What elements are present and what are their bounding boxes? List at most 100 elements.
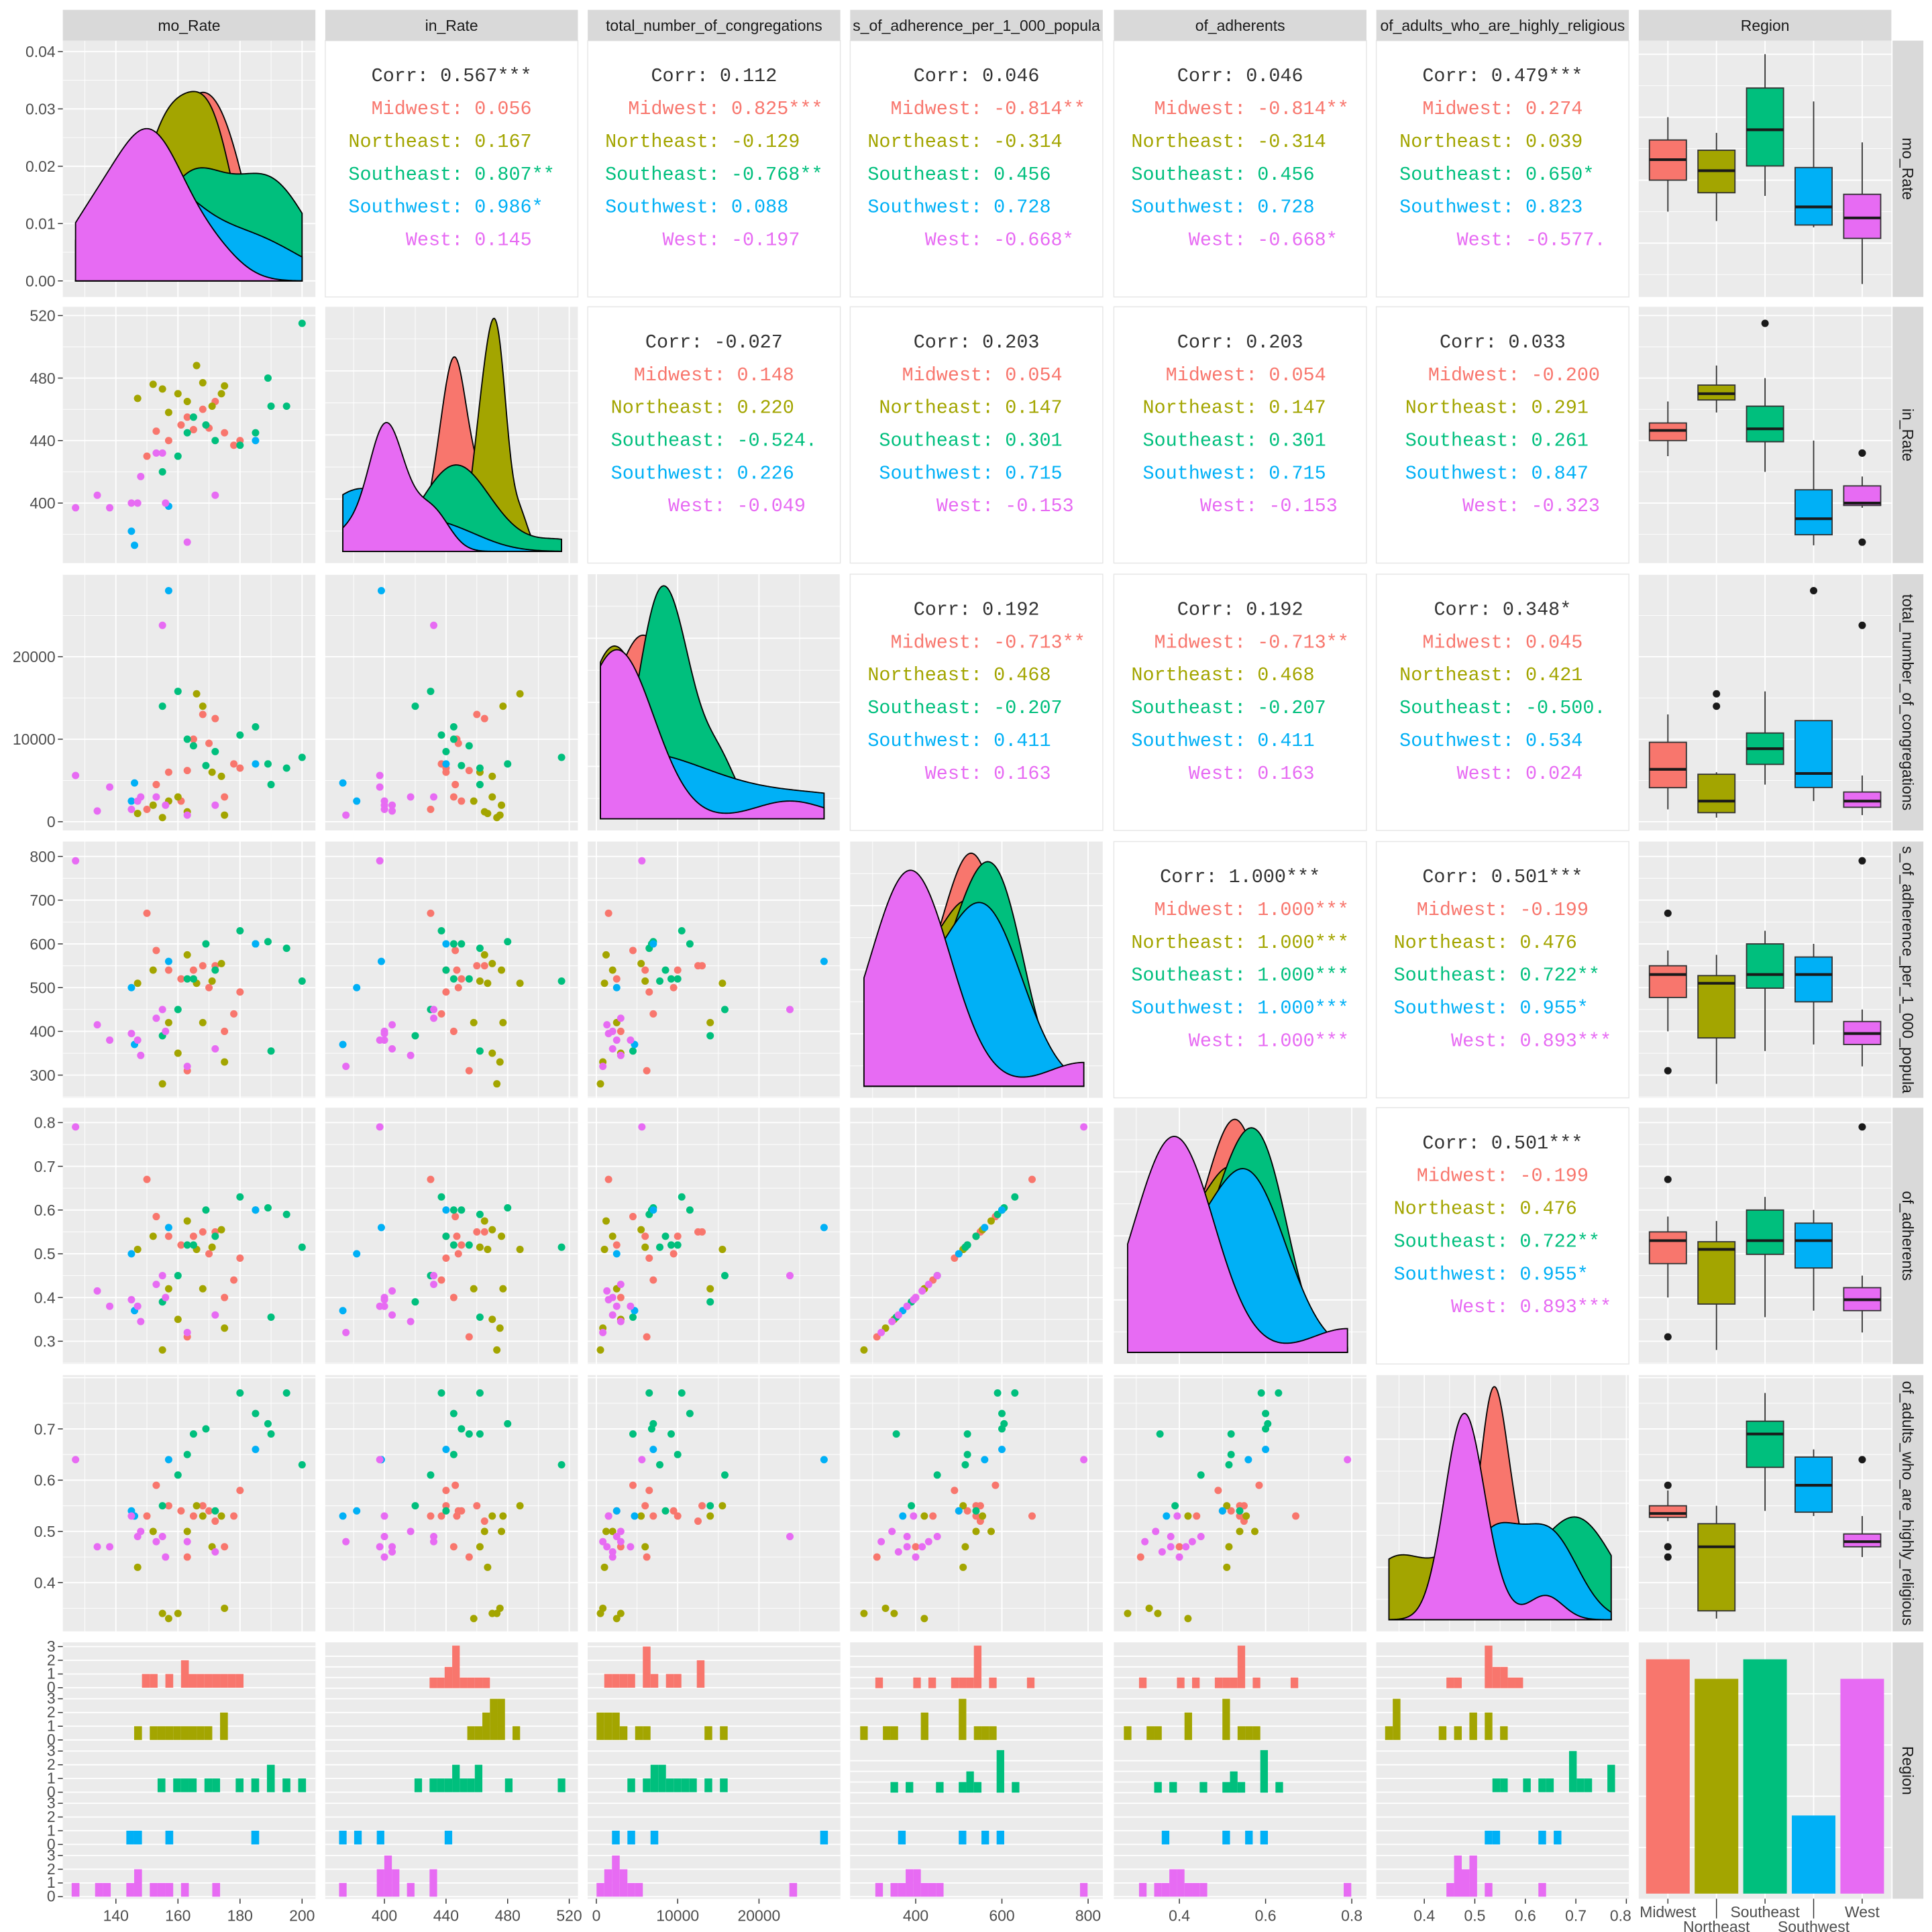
histogram-bar-southeast	[966, 1771, 974, 1793]
scatter-point-midwest	[649, 1276, 657, 1284]
boxplot-box-northeast	[1697, 1241, 1736, 1305]
boxplot-box-midwest	[1648, 1231, 1687, 1265]
histogram-bar-midwest	[197, 1674, 205, 1688]
correlation-west: West: -0.668*	[925, 229, 1074, 252]
scatter-point-northeast	[164, 409, 172, 417]
histogram-bar-southeast	[298, 1778, 307, 1792]
scatter-point-southeast	[449, 1409, 458, 1417]
histogram-bar-midwest	[1026, 1677, 1035, 1688]
scatter-point-southeast	[933, 1471, 941, 1479]
histogram-facet-panel	[325, 1851, 578, 1899]
correlation-midwest: Midwest: 0.274	[1422, 98, 1582, 120]
scatter-point-midwest	[641, 966, 649, 974]
scatter-point-midwest	[465, 767, 473, 775]
y-tick-label: 440	[30, 432, 55, 449]
correlation-northeast: Northeast: 0.147	[879, 397, 1062, 419]
scatter-point-midwest	[649, 1010, 657, 1018]
column-strip-label: of_adults_who_are_highly_religious	[1381, 17, 1625, 34]
scatter-point-west	[376, 1456, 384, 1464]
scatter-point-west	[888, 1318, 896, 1326]
scatter-point-northeast	[133, 394, 142, 402]
scatter-point-northeast	[920, 1512, 928, 1520]
scatter-point-southwest	[649, 940, 657, 948]
scatter-point-west	[72, 504, 80, 512]
scatter-point-midwest	[437, 1010, 445, 1018]
y-tick-label: 0.04	[25, 43, 56, 60]
scatter-point-midwest	[629, 947, 637, 955]
histogram-bar-northeast	[1485, 1712, 1493, 1740]
column-strip	[1638, 9, 1892, 41]
scatter-point-southeast	[678, 1193, 686, 1201]
scatter-point-midwest	[674, 1232, 682, 1240]
scatter-point-midwest	[183, 1553, 191, 1561]
scatter-point-southeast	[442, 1232, 450, 1240]
histogram-bar-northeast	[604, 1712, 612, 1740]
scatter-point-southwest	[442, 760, 450, 768]
y-tick-label: 3	[47, 1846, 56, 1864]
scatter-point-northeast	[961, 1543, 969, 1551]
y-tick-label: 0.4	[34, 1289, 56, 1306]
histogram-bar-southwest	[1222, 1831, 1230, 1845]
histogram-bar-northeast	[720, 1726, 728, 1740]
scatter-point-midwest	[183, 413, 191, 421]
correlation-overall: Corr: 0.501***	[1422, 1132, 1582, 1155]
correlation-west: West: -0.153	[1200, 495, 1338, 517]
scatter-point-northeast	[599, 1604, 607, 1612]
correlation-west: West: -0.668*	[1189, 229, 1338, 252]
x-tick-label: 480	[495, 1907, 521, 1924]
scatter-point-west	[93, 807, 101, 815]
row-strip	[1892, 574, 1924, 830]
scatter-point-west	[638, 1123, 646, 1131]
histogram-bar-midwest	[604, 1674, 612, 1688]
histogram-bar-west	[913, 1869, 921, 1897]
x-tick-label: 400	[372, 1907, 397, 1924]
histogram-bar-southeast	[437, 1778, 445, 1792]
histogram-bar-southeast	[650, 1764, 659, 1792]
correlation-southwest: Southwest: 0.823	[1399, 197, 1582, 219]
histogram-bar-west	[920, 1882, 928, 1897]
scatter-point-southwest	[252, 940, 260, 948]
scatter-point-northeast	[158, 1080, 166, 1088]
scatter-point-southwest	[252, 1446, 260, 1454]
histogram-bar-midwest	[429, 1677, 437, 1688]
scatter-point-southeast	[557, 1461, 566, 1469]
scatter-point-midwest	[451, 1481, 460, 1489]
histogram-bar-southeast	[204, 1778, 213, 1792]
x-tick-label: 600	[989, 1907, 1014, 1924]
scatter-point-southeast	[442, 1507, 450, 1515]
histogram-bar-southeast	[1169, 1782, 1177, 1793]
correlation-midwest: Midwest: 0.056	[372, 98, 532, 120]
scatter-point-midwest	[449, 1293, 458, 1301]
histogram-bar-west	[875, 1882, 883, 1897]
scatter-point-west	[599, 1328, 607, 1336]
scatter-point-southwest	[377, 1224, 385, 1232]
scatter-point-midwest	[205, 1507, 213, 1515]
histogram-bar-northeast	[860, 1726, 868, 1740]
scatter-point-southeast	[427, 688, 435, 696]
scatter-point-northeast	[496, 1324, 504, 1332]
correlation-west: West: 0.893***	[1451, 1030, 1611, 1052]
scatter-point-southeast	[476, 781, 484, 789]
scatter-point-midwest	[236, 764, 244, 772]
scatter-point-northeast	[498, 801, 506, 809]
scatter-point-west	[152, 449, 160, 457]
y-tick-label: 0.5	[34, 1245, 56, 1263]
histogram-facet-panel	[588, 1799, 841, 1847]
scatter-point-west	[133, 1036, 142, 1044]
scatter-point-midwest	[164, 437, 172, 445]
scatter-point-northeast	[484, 1245, 492, 1253]
histogram-bar-southeast	[674, 1778, 682, 1792]
scatter-point-southeast	[236, 1389, 244, 1397]
scatter-point-southeast	[411, 1502, 419, 1510]
y-tick-label: 10000	[13, 731, 56, 748]
histogram-bar-midwest	[650, 1674, 659, 1688]
scatter-point-midwest	[199, 405, 207, 413]
y-tick-label: 3	[47, 1794, 56, 1811]
panels: Corr: 0.567*** Midwest: 0.056 Northeast: 0…	[13, 9, 1924, 1932]
histogram-bar-west	[1177, 1869, 1185, 1897]
scatter-point-southeast	[211, 966, 219, 974]
scatter-point-west	[162, 1027, 170, 1035]
scatter-point-west	[342, 811, 350, 819]
scatter-point-southeast	[449, 1206, 458, 1214]
row-strip-clip: in_Rate	[1899, 409, 1917, 462]
